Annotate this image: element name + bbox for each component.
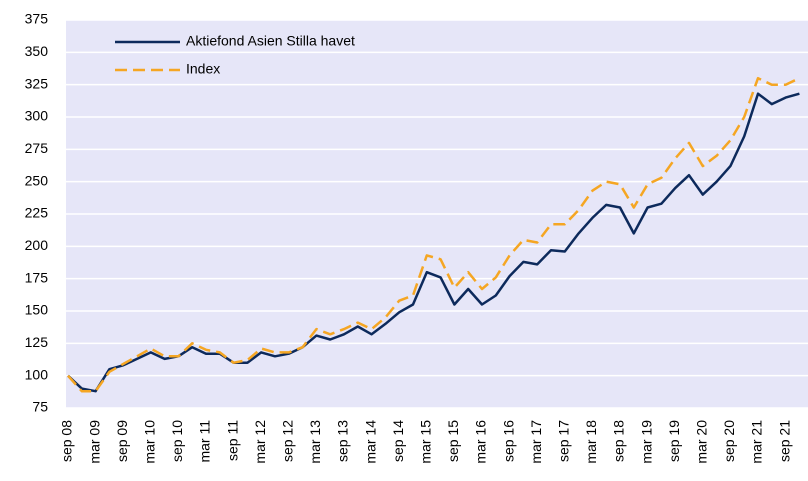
y-tick-label: 350	[25, 43, 49, 59]
x-tick-label: sep 14	[390, 420, 406, 462]
x-tick-label: mar 21	[749, 420, 765, 464]
y-tick-label: 225	[25, 205, 49, 221]
x-tick-label: sep 16	[500, 420, 516, 462]
x-tick-label: sep 08	[59, 420, 75, 462]
x-tick-label: mar 19	[638, 420, 654, 464]
x-tick-label: mar 15	[418, 420, 434, 464]
x-tick-label: sep 12	[280, 420, 296, 462]
x-tick-label: mar 17	[528, 420, 544, 464]
legend-label: Index	[186, 61, 220, 77]
x-tick-label: sep 17	[556, 420, 572, 462]
x-tick-label: mar 18	[583, 420, 599, 464]
x-tick-label: mar 12	[252, 420, 268, 464]
y-tick-label: 125	[25, 334, 49, 350]
y-tick-label: 75	[32, 399, 48, 415]
series-line	[67, 92, 800, 393]
series-line	[67, 76, 800, 393]
x-tick-label: sep 18	[611, 420, 627, 462]
y-tick-label: 100	[25, 366, 49, 382]
x-tick-label: sep 15	[445, 420, 461, 462]
x-tick-label: mar 14	[362, 420, 378, 464]
x-tick-label: sep 09	[114, 420, 130, 462]
x-tick-label: mar 16	[473, 420, 489, 464]
x-tick-label: mar 11	[197, 420, 213, 463]
y-tick-label: 375	[25, 11, 49, 27]
x-tick-label: mar 10	[142, 420, 158, 464]
x-tick-label: mar 13	[307, 420, 323, 464]
y-tick-label: 175	[25, 269, 49, 285]
y-tick-label: 300	[25, 108, 49, 124]
x-tick-label: mar 20	[694, 420, 710, 464]
y-tick-label: 325	[25, 75, 49, 91]
x-tick-label: mar 09	[86, 420, 102, 464]
x-tick-label: sep 11	[224, 420, 240, 461]
x-tick-label: sep 20	[721, 420, 737, 462]
x-tick-label: sep 13	[335, 420, 351, 462]
legend-label: Aktiefond Asien Stilla havet	[186, 33, 355, 49]
x-tick-label: sep 10	[169, 420, 185, 462]
y-tick-label: 200	[25, 237, 49, 253]
x-tick-label: sep 21	[776, 420, 792, 462]
x-tick-label: sep 19	[666, 420, 682, 462]
y-tick-label: 275	[25, 140, 49, 156]
y-tick-label: 150	[25, 302, 49, 318]
y-tick-label: 250	[25, 172, 49, 188]
